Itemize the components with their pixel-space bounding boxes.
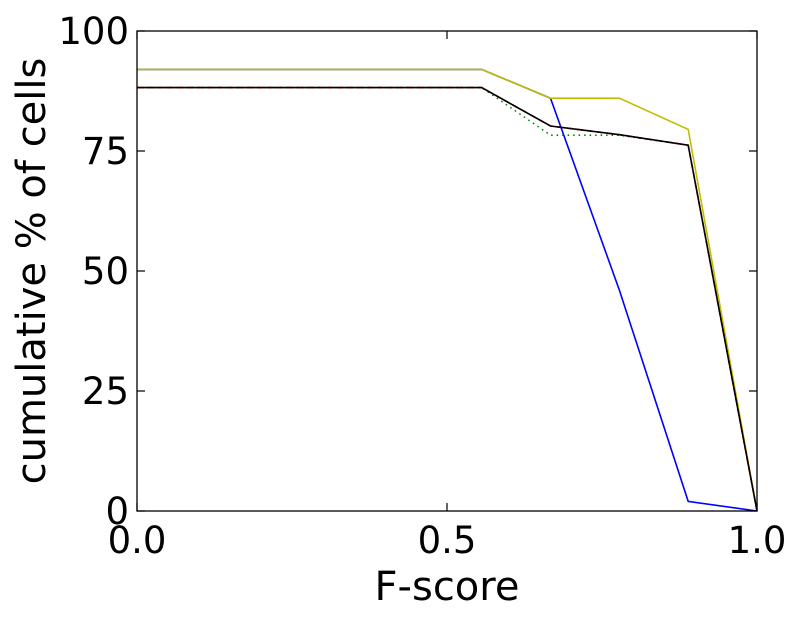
y-axis-label: cumulative % of cells [9, 58, 55, 485]
series-line-5 [137, 86, 758, 512]
series-line-3 [137, 86, 758, 512]
x-tick-label: 0.5 [418, 519, 477, 562]
series-line-2 [137, 68, 758, 512]
plot-area-frame [136, 30, 758, 512]
series-line-1 [137, 68, 758, 512]
y-tick-label: 50 [82, 250, 129, 293]
y-tick-label: 0 [105, 490, 129, 533]
x-tick-label: 0.0 [108, 519, 167, 562]
series-line-4 [137, 86, 758, 512]
y-tick-label: 75 [82, 130, 129, 173]
y-tick-label: 100 [58, 10, 129, 53]
series-layer [137, 68, 758, 512]
x-tick-label: 1.0 [728, 519, 787, 562]
ticks-layer: 0.0 0.5 1.0 0 25 50 75 100 [58, 10, 786, 562]
x-axis-label: F-score [375, 564, 520, 610]
y-tick-label: 25 [82, 370, 129, 413]
